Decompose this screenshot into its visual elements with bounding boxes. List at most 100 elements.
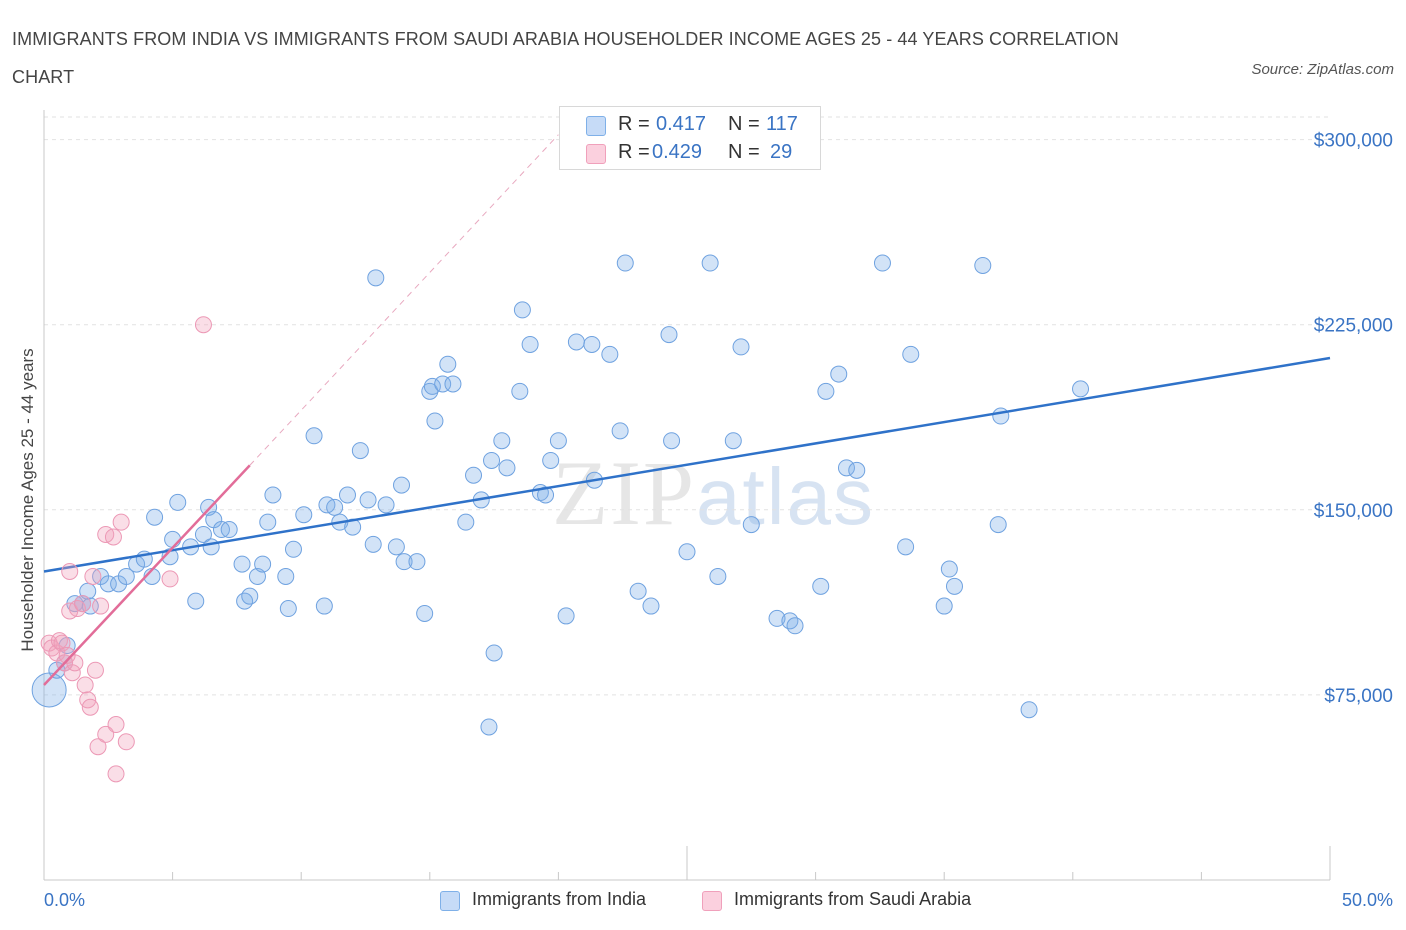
india-point	[513, 301, 531, 319]
x-tick-label-min: 0.0%	[44, 890, 86, 910]
india-point	[395, 553, 413, 571]
india-point	[837, 459, 855, 477]
india-point	[781, 612, 799, 630]
saudi-trend-line	[43, 464, 251, 686]
india-point	[194, 525, 212, 543]
india-point	[701, 254, 719, 272]
y-tick-label: $150,000	[1314, 501, 1393, 522]
saudi-point	[97, 725, 115, 743]
legend-n-value-india: 117	[766, 113, 798, 135]
india-point	[974, 256, 992, 274]
india-point	[493, 432, 511, 450]
india-point	[549, 432, 567, 450]
india-point	[254, 555, 272, 573]
india-point	[241, 587, 259, 605]
india-point	[511, 382, 529, 400]
legend-swatch-saudi	[586, 144, 606, 164]
india-point	[338, 486, 356, 504]
india-point	[557, 607, 575, 625]
india-point	[485, 644, 503, 662]
india-point	[351, 442, 369, 460]
saudi-point	[117, 733, 135, 751]
india-point	[295, 506, 313, 524]
y-tick-label: $300,000	[1314, 131, 1393, 152]
saudi-point	[107, 716, 125, 734]
bottom-legend-swatch-saudi	[702, 891, 722, 911]
india-point	[583, 335, 601, 353]
india-point	[742, 516, 760, 534]
india-point	[169, 493, 187, 511]
bottom-legend-label-india: Immigrants from India	[472, 889, 647, 909]
india-point	[480, 718, 498, 736]
watermark-zip: ZIP	[552, 442, 696, 544]
india-point	[542, 451, 560, 469]
saudi-point	[84, 567, 102, 585]
saudi-point	[104, 528, 122, 546]
india-point	[387, 538, 405, 556]
india-point	[902, 345, 920, 363]
india-point	[146, 508, 164, 526]
india-point	[187, 592, 205, 610]
india-point	[660, 326, 678, 344]
india-point	[393, 476, 411, 494]
india-point	[117, 567, 135, 585]
india-point	[236, 592, 254, 610]
watermark: ZIPatlas	[552, 440, 875, 546]
india-point	[444, 375, 462, 393]
india-point	[989, 516, 1007, 534]
india-point	[164, 530, 182, 548]
india-point	[768, 609, 786, 627]
india-point	[812, 577, 830, 595]
india-point	[377, 496, 395, 514]
india-point	[259, 513, 277, 531]
x-tick-label-max: 50.0%	[1341, 890, 1393, 910]
india-point	[521, 335, 539, 353]
india-point	[202, 538, 220, 556]
india-point	[434, 375, 452, 393]
india-point	[830, 365, 848, 383]
india-point	[992, 407, 1010, 425]
india-point	[326, 498, 344, 516]
bottom-legend-swatch-india	[440, 891, 460, 911]
saudi-point	[76, 676, 94, 694]
india-point	[786, 617, 804, 635]
india-point	[279, 600, 297, 618]
saudi-point	[63, 664, 81, 682]
india-point	[220, 521, 238, 539]
saudi-point	[92, 597, 110, 615]
legend-r-value-india: 0.417	[656, 113, 707, 135]
saudi-point	[107, 765, 125, 783]
saudi-trend-extension	[249, 134, 559, 466]
india-point	[498, 459, 516, 477]
india-point	[897, 538, 915, 556]
stats-legend: R = 0.417 N = 117 R = 0.429 N = 29	[559, 106, 821, 170]
india-point	[663, 432, 681, 450]
y-axis-title: Householder Income Ages 25 - 44 years	[18, 348, 37, 652]
legend-n-label-saudi: N =	[728, 141, 760, 163]
india-point	[817, 382, 835, 400]
india-point	[423, 377, 441, 395]
saudi-point	[61, 563, 79, 581]
legend-r-label-saudi: R =	[618, 141, 650, 163]
watermark-atlas: atlas	[696, 452, 875, 541]
india-point	[284, 540, 302, 558]
legend-row-india: R = 0.417 N = 117	[560, 111, 820, 139]
india-point	[611, 422, 629, 440]
india-point	[264, 486, 282, 504]
india-point	[945, 577, 963, 595]
y-tick-label: $225,000	[1314, 316, 1393, 337]
y-tick-label: $75,000	[1324, 686, 1393, 707]
india-point	[465, 466, 483, 484]
india-point	[724, 432, 742, 450]
saudi-point	[86, 661, 104, 679]
india-point	[426, 412, 444, 430]
saudi-point	[161, 570, 179, 588]
bottom-legend-label-saudi: Immigrants from Saudi Arabia	[734, 889, 972, 909]
india-trend-line	[43, 356, 1331, 573]
india-point	[732, 338, 750, 356]
india-point	[315, 597, 333, 615]
india-point	[935, 597, 953, 615]
india-point	[408, 553, 426, 571]
legend-r-label-india: R =	[618, 113, 650, 135]
saudi-point	[66, 654, 84, 672]
